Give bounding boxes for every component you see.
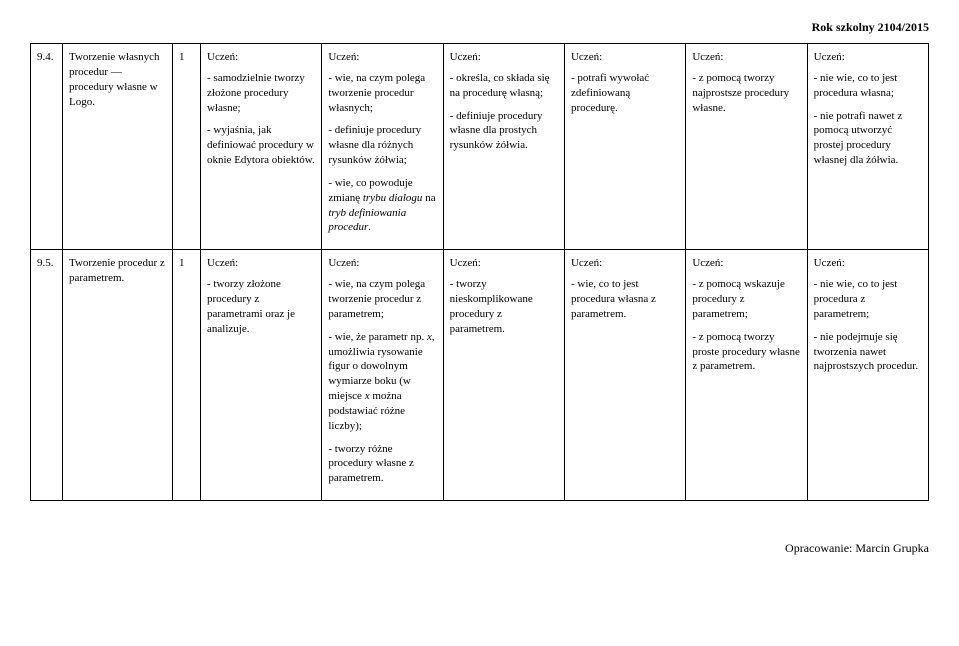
criterion-text: - wyjaśnia, jak definiować procedury w o…: [207, 123, 315, 168]
cell-number: 9.5.: [31, 250, 63, 501]
cell-level: Uczeń: - z pomocą wskazuje procedury z p…: [686, 250, 807, 501]
uczen-label: Uczeń:: [450, 256, 558, 271]
uczen-label: Uczeń:: [207, 50, 315, 65]
curriculum-table: 9.4. Tworzenie własnych procedur — proce…: [30, 43, 929, 501]
uczen-label: Uczeń:: [814, 256, 922, 271]
cell-topic: Tworzenie własnych procedur — procedury …: [63, 44, 173, 250]
text-part: na: [422, 192, 435, 204]
page-footer: Opracowanie: Marcin Grupka: [30, 541, 929, 556]
criterion-text: - tworzy różne procedury własne z parame…: [328, 442, 436, 487]
criterion-text: - nie wie, co to jest procedura własna;: [814, 71, 922, 101]
uczen-label: Uczeń:: [692, 256, 800, 271]
cell-level: Uczeń: - nie wie, co to jest procedura w…: [807, 44, 928, 250]
criterion-text: - nie podejmuje się tworzenia nawet najp…: [814, 330, 922, 375]
criterion-text: - tworzy nieskomplikowane procedury z pa…: [450, 277, 558, 336]
criterion-text: - wie, co powoduje zmianę trybu dialogu …: [328, 176, 436, 235]
cell-hours: 1: [173, 44, 201, 250]
cell-hours: 1: [173, 250, 201, 501]
criterion-text: - definiuje procedury własne dla prostyc…: [450, 109, 558, 154]
criterion-text: - z pomocą tworzy proste procedury własn…: [692, 330, 800, 375]
criterion-text: - z pomocą wskazuje procedury z parametr…: [692, 277, 800, 322]
table-row: 9.5. Tworzenie procedur z parametrem. 1 …: [31, 250, 929, 501]
cell-level: Uczeń: - określa, co składa się na proce…: [443, 44, 564, 250]
uczen-label: Uczeń:: [692, 50, 800, 65]
criterion-text: - określa, co składa się na procedurę wł…: [450, 71, 558, 101]
criterion-text: - nie wie, co to jest procedura z parame…: [814, 277, 922, 322]
uczen-label: Uczeń:: [571, 256, 679, 271]
uczen-label: Uczeń:: [207, 256, 315, 271]
uczen-label: Uczeń:: [328, 50, 436, 65]
table-row: 9.4. Tworzenie własnych procedur — proce…: [31, 44, 929, 250]
uczen-label: Uczeń:: [814, 50, 922, 65]
text-part: - wie, że parametr np.: [328, 331, 427, 343]
cell-level: Uczeń: - wie, co to jest procedura własn…: [564, 250, 685, 501]
cell-level: Uczeń: - z pomocą tworzy najprostsze pro…: [686, 44, 807, 250]
cell-number: 9.4.: [31, 44, 63, 250]
cell-level: Uczeń: - samodzielnie tworzy złożone pro…: [201, 44, 322, 250]
cell-level: Uczeń: - wie, na czym polega tworzenie p…: [322, 250, 443, 501]
criterion-text: - wie, że parametr np. x, umożliwia ryso…: [328, 330, 436, 434]
cell-level: Uczeń: - nie wie, co to jest procedura z…: [807, 250, 928, 501]
criterion-text: - samodzielnie tworzy złożone procedury …: [207, 71, 315, 116]
uczen-label: Uczeń:: [571, 50, 679, 65]
criterion-text: - wie, co to jest procedura własna z par…: [571, 277, 679, 322]
uczen-label: Uczeń:: [328, 256, 436, 271]
criterion-text: - z pomocą tworzy najprostsze procedury …: [692, 71, 800, 116]
criterion-text: - wie, na czym polega tworzenie procedur…: [328, 277, 436, 322]
cell-level: Uczeń: - tworzy nieskomplikowane procedu…: [443, 250, 564, 501]
criterion-text: - wie, na czym polega tworzenie procedur…: [328, 71, 436, 116]
criterion-text: - definiuje procedury własne dla różnych…: [328, 123, 436, 168]
cell-level: Uczeń: - wie, na czym polega tworzenie p…: [322, 44, 443, 250]
cell-level: Uczeń: - tworzy złożone procedury z para…: [201, 250, 322, 501]
italic-term: trybu dialogu: [363, 192, 423, 204]
criterion-text: - tworzy złożone procedury z parametrami…: [207, 277, 315, 336]
uczen-label: Uczeń:: [450, 50, 558, 65]
cell-topic: Tworzenie procedur z parametrem.: [63, 250, 173, 501]
page-header: Rok szkolny 2104/2015: [30, 20, 929, 35]
cell-level: Uczeń: - potrafi wywołać zdefiniowaną pr…: [564, 44, 685, 250]
criterion-text: - potrafi wywołać zdefiniowaną procedurę…: [571, 71, 679, 116]
text-part: .: [368, 221, 371, 233]
criterion-text: - nie potrafi nawet z pomocą utworzyć pr…: [814, 109, 922, 168]
